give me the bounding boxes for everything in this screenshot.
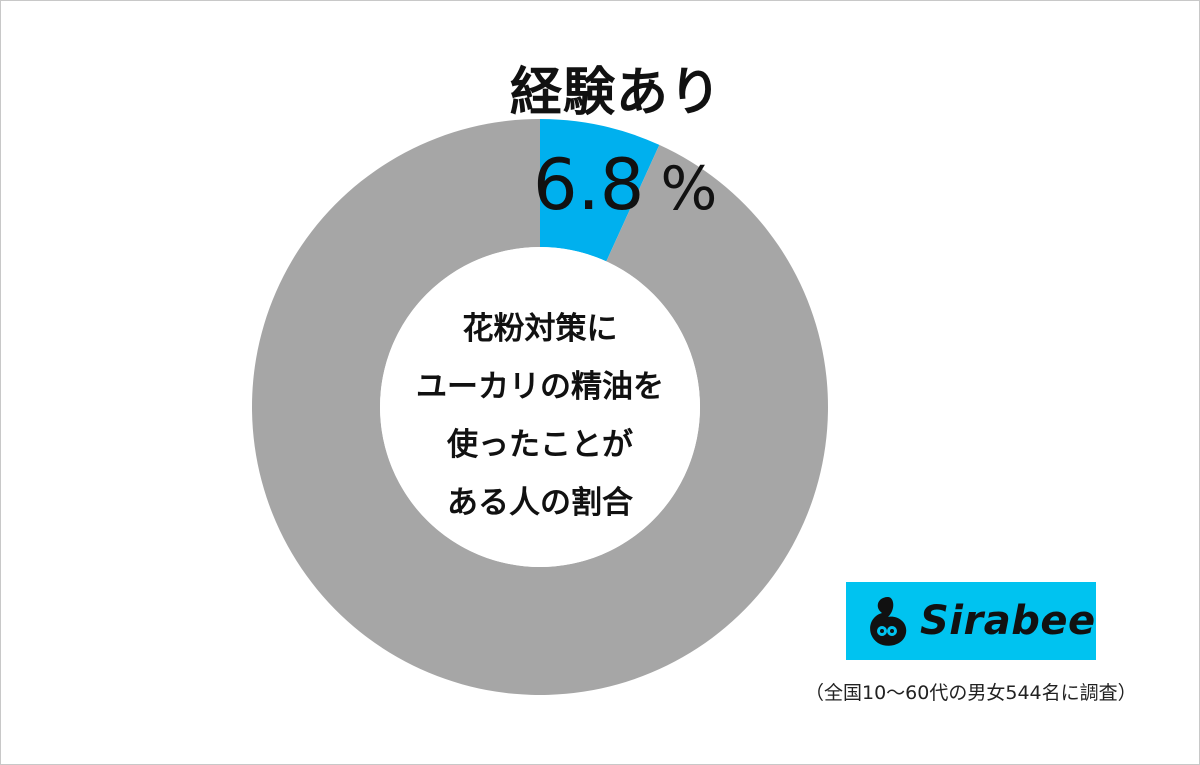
slice-label-category: 経験あり <box>510 63 723 123</box>
chart-title: 花粉対策に ユーカリの精油を 使ったことが ある人の割合 <box>385 300 695 532</box>
chart-title-line: ある人の割合 <box>447 485 633 521</box>
survey-note: （全国10～60代の男女544名に調査） <box>805 682 1137 704</box>
donut-hole <box>380 247 700 567</box>
sirabee-mascot-icon <box>870 597 907 646</box>
slice-label-value: 6.8% <box>533 150 717 220</box>
slice-value-number: 6.8 <box>533 144 645 226</box>
donut-slice-1 <box>251 119 828 695</box>
slice-value-unit: % <box>660 154 718 224</box>
donut-slice-0 <box>540 119 660 262</box>
chart-title-line: 使ったことが <box>447 427 633 463</box>
sirabee-logo-text: Sirabee <box>920 598 1096 644</box>
chart-title-line: 花粉対策に <box>462 311 618 347</box>
sirabee-logo: Sirabee <box>846 582 1096 660</box>
chart-title-line: ユーカリの精油を <box>416 369 664 405</box>
